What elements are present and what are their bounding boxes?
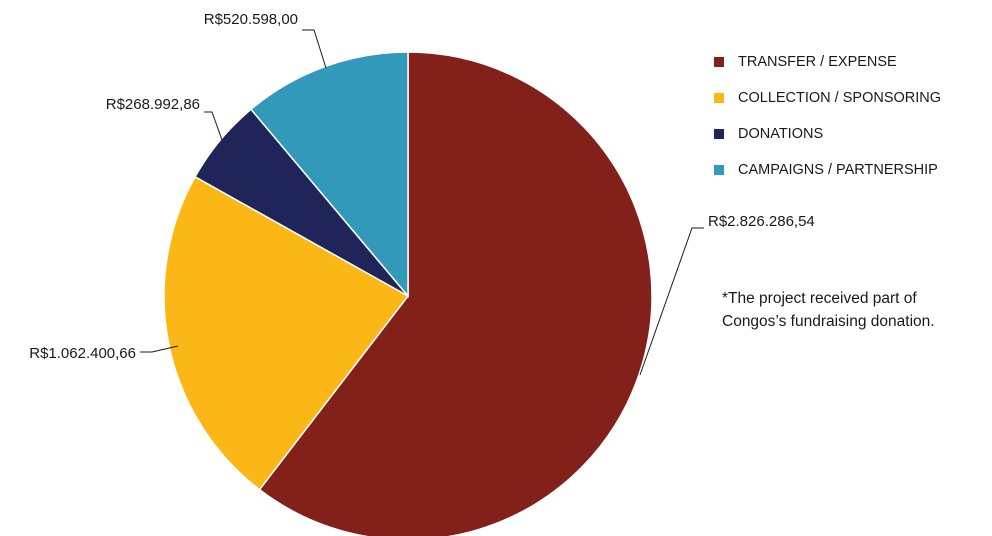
legend-swatch bbox=[714, 129, 724, 139]
leader-line-4 bbox=[302, 29, 327, 69]
pie-slice-2 bbox=[163, 175, 410, 491]
leader-line-3 bbox=[204, 111, 223, 141]
legend-item-1: TRANSFER / EXPENSE bbox=[714, 44, 941, 80]
legend-swatch bbox=[714, 165, 724, 175]
pie-slice-1 bbox=[258, 51, 653, 536]
legend-label: DONATIONS bbox=[738, 126, 824, 142]
legend-label: CAMPAIGNS / PARTNERSHIP bbox=[738, 162, 938, 178]
footnote: *The project received part of Congos’s f… bbox=[722, 287, 935, 333]
leader-line-2 bbox=[140, 345, 179, 353]
legend-label: TRANSFER / EXPENSE bbox=[738, 54, 897, 70]
legend-item-2: COLLECTION / SPONSORING bbox=[714, 80, 941, 116]
legend-label: COLLECTION / SPONSORING bbox=[738, 90, 942, 106]
data-label-2: R$1.062.400,66 bbox=[29, 345, 136, 362]
data-label-1: R$2.826.286,54 bbox=[708, 213, 815, 230]
legend-item-4: CAMPAIGNS / PARTNERSHIP bbox=[714, 152, 941, 188]
legend-swatch bbox=[714, 93, 724, 103]
leader-line-1 bbox=[639, 227, 704, 376]
legend-swatch bbox=[714, 57, 724, 67]
pie-slice-4 bbox=[249, 51, 409, 299]
footnote-line-2: Congos’s fundraising donation. bbox=[722, 313, 935, 330]
data-label-3: R$268.992,86 bbox=[106, 96, 200, 113]
footnote-line-1: *The project received part of bbox=[722, 290, 917, 307]
legend: TRANSFER / EXPENSE COLLECTION / SPONSORIN… bbox=[714, 44, 941, 188]
data-label-4: R$520.598,00 bbox=[204, 11, 298, 28]
legend-item-3: DONATIONS bbox=[714, 116, 941, 152]
